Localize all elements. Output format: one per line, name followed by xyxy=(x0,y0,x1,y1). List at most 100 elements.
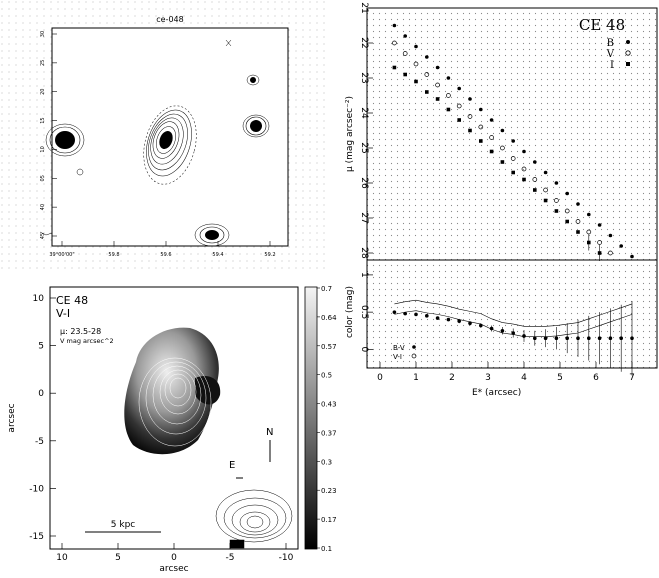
contour-dec-tick-label: 40 xyxy=(40,204,46,210)
colorbar-tick-label: 0.23 xyxy=(321,487,337,495)
color-y-tick-label: 0.5 xyxy=(359,305,369,319)
color-map-name: CE 48 xyxy=(56,294,88,307)
star-small xyxy=(246,74,260,86)
profile-point-i xyxy=(554,209,559,213)
colorbar-tick-label: 0.57 xyxy=(321,343,337,351)
profile-point-b xyxy=(489,118,494,122)
compass-north: N xyxy=(266,427,273,438)
profile-marks xyxy=(392,23,634,261)
profile-point-b xyxy=(554,181,559,185)
profile-point-v xyxy=(413,61,419,67)
profile-y-tick-label: 25 xyxy=(359,142,369,153)
profile-point-b xyxy=(468,97,472,101)
color-legend-label: V-I xyxy=(393,353,402,361)
color-map-panel: CE 48 V-I μ: 23.5-28 V mag arcsec^2 5 kp… xyxy=(7,286,299,574)
bv-point xyxy=(446,317,451,322)
profile-point-i xyxy=(479,139,483,143)
profile-point-v xyxy=(510,156,516,161)
bv-point xyxy=(489,326,494,331)
color-x-tick-label: 2 xyxy=(449,373,455,383)
profile-point-v xyxy=(456,103,462,109)
bv-point xyxy=(522,334,526,338)
profile-point-b xyxy=(619,244,623,248)
profile-point-b xyxy=(576,202,580,206)
profile-point-b xyxy=(414,44,418,49)
colorbar-tick-label: 0.37 xyxy=(321,429,337,437)
color-map-x-tick-label: 10 xyxy=(56,553,68,563)
profile-point-i xyxy=(565,219,569,224)
profile-point-v xyxy=(554,198,559,203)
profile-y-tick-label: 28 xyxy=(359,247,369,259)
profile-point-b xyxy=(425,55,429,59)
color-legend-marker xyxy=(412,345,416,349)
profile-point-i xyxy=(414,79,418,84)
profile-point-v xyxy=(435,82,440,88)
profile-point-b xyxy=(533,160,537,164)
galaxy-dark-patch xyxy=(195,375,221,405)
profile-point-i xyxy=(446,107,451,112)
profile-point-i xyxy=(425,90,429,94)
profile-panel: CE 48 BVI 21 22 23 24 25 26 27 28 μ (mag arcsec… xyxy=(345,2,658,261)
profile-point-b xyxy=(403,34,408,38)
profile-y-tick-label: 21 xyxy=(359,2,369,13)
profile-point-b xyxy=(597,223,602,227)
profile-point-v xyxy=(575,219,581,224)
bv-point xyxy=(457,319,462,323)
color-x-tick-label: 3 xyxy=(485,373,491,383)
profile-point-v xyxy=(586,229,592,235)
profile-point-v xyxy=(543,187,548,193)
bv-point xyxy=(576,336,580,341)
colorbar-tick-label: 0.17 xyxy=(321,516,337,524)
profile-point-v xyxy=(521,166,527,172)
profile-point-i xyxy=(403,72,407,77)
colorbar-ticks: 0.7 0.64 0.57 0.5 0.43 0.37 0.3 0.23 0.17 0.1 xyxy=(317,285,337,553)
color-map-x-tick-label: -10 xyxy=(279,553,294,563)
profile-point-i xyxy=(533,188,537,192)
contour-dec-tick-label: 30 xyxy=(40,31,46,37)
profile-legend-label: I xyxy=(610,60,614,71)
galaxy-contours xyxy=(143,105,197,185)
profile-legend-label: V xyxy=(606,49,615,60)
color-legend-marker xyxy=(411,353,417,359)
bv-point xyxy=(554,336,559,341)
color-map-mu: μ: 23.5-28 xyxy=(60,327,101,336)
profile-point-b xyxy=(543,170,548,175)
color-map-y-tick-label: 0 xyxy=(38,389,44,399)
colorbar-gradient xyxy=(304,286,318,550)
colorbar-tick-label: 0.5 xyxy=(321,372,332,380)
profile-point-b xyxy=(457,86,462,91)
profile-point-b xyxy=(511,139,515,143)
contour-ra-tick-label: 59.6 xyxy=(160,252,171,258)
profile-point-b xyxy=(392,23,397,28)
color-frame xyxy=(366,259,658,369)
profile-point-v xyxy=(500,145,505,151)
profile-point-i xyxy=(522,177,526,182)
color-map-y-tick-label: -15 xyxy=(29,532,44,542)
color-x-tick-label: 0 xyxy=(377,373,383,383)
contour-ra-tick-label: 59.2 xyxy=(264,252,275,258)
profile-point-i xyxy=(489,149,494,154)
colorbar-tick-label: 0.3 xyxy=(321,458,332,466)
star-bottom xyxy=(194,223,230,247)
contour-ra-tick-label: 59.4 xyxy=(212,252,223,258)
contour-dec-tick-label: 25 xyxy=(40,60,46,66)
profile-point-b xyxy=(500,128,505,133)
profile-y-tick-label: 27 xyxy=(359,212,369,223)
profile-point-b xyxy=(522,149,526,154)
star-left xyxy=(45,123,85,157)
profile-y-ticks: 21 22 23 24 25 26 27 28 xyxy=(359,2,373,259)
profile-point-v xyxy=(532,177,538,182)
profile-point-b xyxy=(608,233,613,238)
color-map-x-ticks: 10 5 0 -5 -10 xyxy=(56,543,294,563)
color-map-y-ticks: 10 5 0 -5 -10 -15 xyxy=(29,294,56,542)
profile-frame xyxy=(366,7,658,261)
profile-point-i xyxy=(543,198,548,203)
bv-point xyxy=(608,336,613,341)
bv-point xyxy=(468,321,472,326)
color-map-y-tick-label: -5 xyxy=(35,437,44,447)
bv-point xyxy=(479,323,483,328)
color-y-tick-label: 1 xyxy=(359,272,369,278)
contour-dec-ticks: 30 25 20 15 10 05 40 45 xyxy=(40,31,57,239)
contour-ra-ticks: 39°00'00" 59.8 59.6 59.4 59.2 xyxy=(49,241,276,258)
profile-legend-marker xyxy=(626,40,630,44)
